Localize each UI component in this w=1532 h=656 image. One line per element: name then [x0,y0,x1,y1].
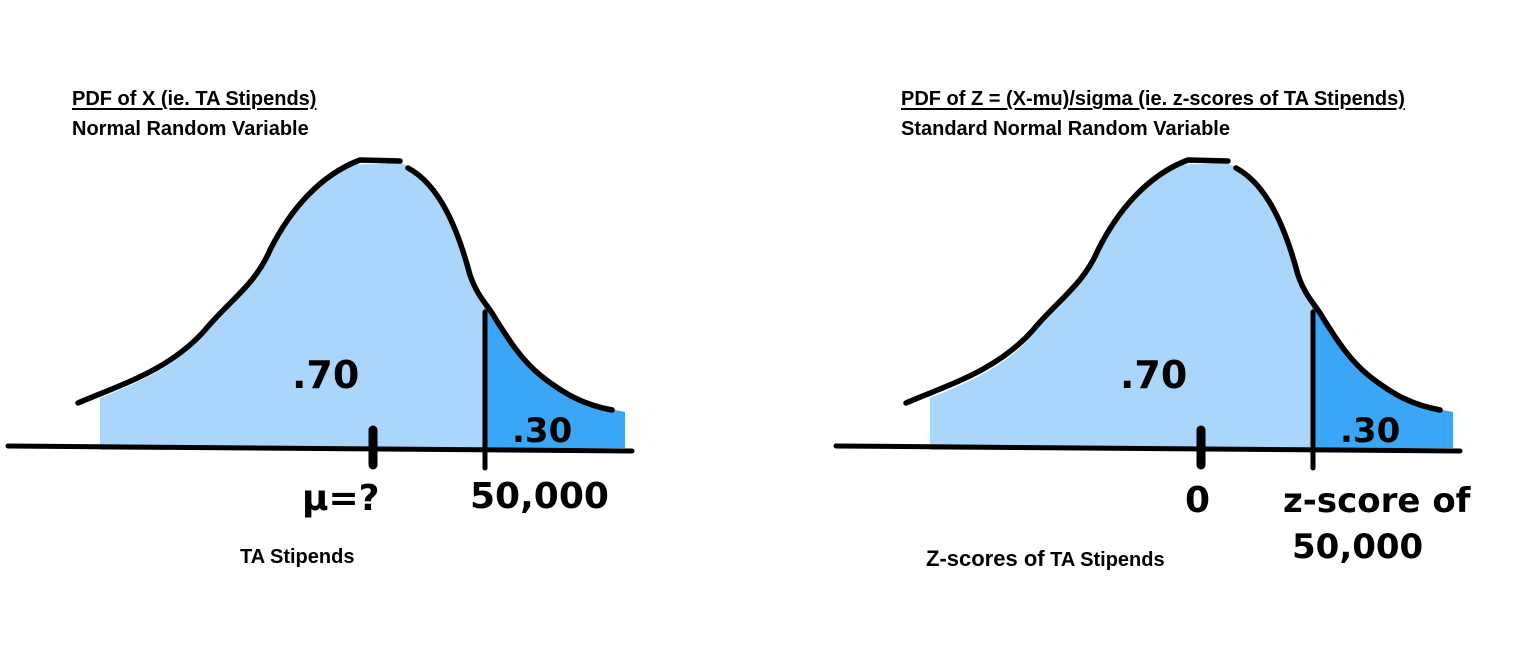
right-density-curve-right [1233,165,1443,413]
left-area-right-label: .30 [512,411,572,451]
right-cutoff-label-line1: z-score of [1283,481,1472,521]
right-caption-part2: TA Stipends [1050,549,1165,571]
right-area-below-cutoff [930,163,1312,450]
right-caption-part1: Z-scores of [926,546,1045,571]
left-mean-label: μ=? [302,478,380,519]
left-title-block: PDF of X (ie. TA Stipends) Normal Random… [72,84,316,144]
right-subtitle: Standard Normal Random Variable [901,118,1230,140]
left-normal-curve-diagram: .70 .30 μ=? 50,000 [5,157,635,519]
right-title-block: PDF of Z = (X-mu)/sigma (ie. z-scores of… [901,84,1405,144]
left-x-axis [5,443,635,454]
right-x-axis [833,443,1463,454]
right-area-left-label: .70 [1120,353,1187,397]
left-area-left-label: .70 [292,353,359,397]
left-density-curve [75,157,403,406]
right-density-curve [903,157,1231,406]
left-subtitle: Normal Random Variable [72,118,309,140]
left-area-above-cutoff [484,300,625,448]
right-mean-label: 0 [1185,480,1210,521]
right-area-above-cutoff [1312,300,1453,448]
left-area-below-cutoff [100,163,484,450]
left-density-curve-right [405,165,615,413]
left-title: PDF of X (ie. TA Stipends) [72,88,317,110]
right-normal-curve-diagram: .70 .30 0 z-score of 50,000 [833,157,1472,567]
right-title: PDF of Z = (X-mu)/sigma (ie. z-scores of… [901,88,1405,110]
left-cutoff-label: 50,000 [470,476,609,517]
right-cutoff-label-line2: 50,000 [1292,527,1423,567]
right-area-right-label: .30 [1340,411,1400,451]
left-caption: TA Stipends [240,546,355,568]
right-caption: Z-scores of TA Stipends [926,546,1165,572]
